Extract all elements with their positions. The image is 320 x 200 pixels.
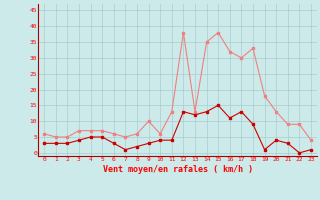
- X-axis label: Vent moyen/en rafales ( km/h ): Vent moyen/en rafales ( km/h ): [103, 165, 252, 174]
